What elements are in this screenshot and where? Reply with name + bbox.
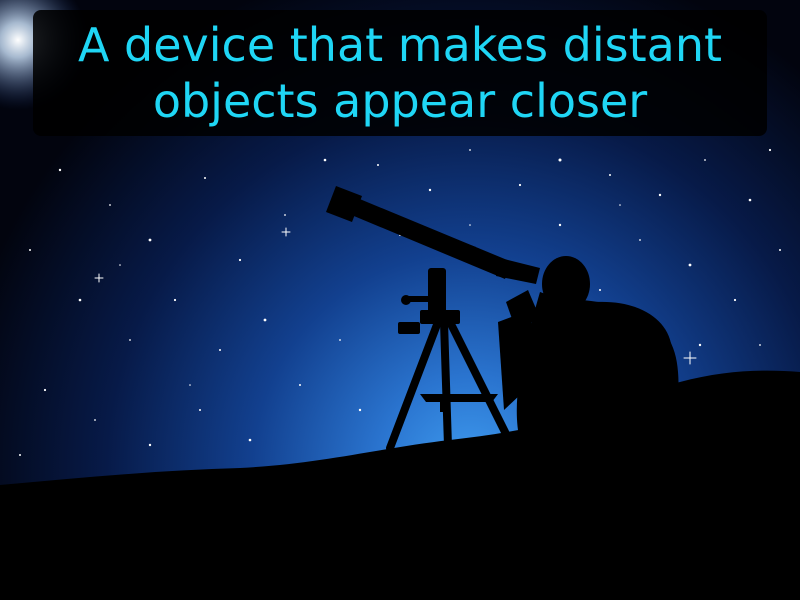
star-icon xyxy=(204,177,206,179)
star-icon xyxy=(639,239,641,241)
star-icon xyxy=(129,339,131,341)
star-icon xyxy=(358,408,362,412)
star-icon xyxy=(619,204,621,206)
tripod-icon xyxy=(386,318,510,452)
star-icon xyxy=(119,264,121,266)
star-icon xyxy=(704,159,706,161)
star-icon xyxy=(263,318,267,322)
star-icon xyxy=(733,298,737,302)
star-icon xyxy=(219,349,221,351)
star-icon xyxy=(748,198,752,202)
star-icon xyxy=(94,273,104,283)
star-icon xyxy=(609,174,611,176)
star-icon xyxy=(109,204,111,206)
star-icon xyxy=(281,227,291,237)
star-icon xyxy=(558,223,562,227)
star-icon xyxy=(299,384,301,386)
star-icon xyxy=(469,224,471,226)
star-icon xyxy=(148,238,152,242)
star-icon xyxy=(759,344,761,346)
star-icon xyxy=(189,384,191,386)
star-icon xyxy=(29,249,31,251)
star-icon xyxy=(779,249,781,251)
star-icon xyxy=(43,388,47,392)
star-icon xyxy=(469,149,471,151)
caption-line-1: A device that makes distant xyxy=(77,18,723,72)
star-icon xyxy=(148,443,152,447)
star-icon xyxy=(688,263,692,267)
star-icon xyxy=(339,339,341,341)
star-icon xyxy=(768,148,772,152)
sparkle-stars xyxy=(94,227,697,365)
star-icon xyxy=(78,298,82,302)
tripod-tray xyxy=(420,394,498,412)
star-icon xyxy=(19,454,21,456)
star-icon xyxy=(58,168,62,172)
star-icon xyxy=(248,438,252,442)
caption-box: A device that makes distant objects appe… xyxy=(33,10,767,136)
stars xyxy=(19,148,781,456)
star-icon xyxy=(683,351,697,365)
star-icon xyxy=(599,289,601,291)
star-icon xyxy=(284,214,286,216)
star-icon xyxy=(518,183,522,187)
telescope-icon xyxy=(326,186,540,334)
person-silhouette-icon xyxy=(498,256,679,440)
star-icon xyxy=(428,188,432,192)
star-icon xyxy=(658,193,662,197)
caption-line-2: objects appear closer xyxy=(152,74,648,128)
star-icon xyxy=(323,158,327,162)
star-icon xyxy=(199,409,201,411)
star-icon xyxy=(698,343,702,347)
star-icon xyxy=(238,258,242,262)
star-icon xyxy=(173,298,177,302)
star-icon xyxy=(558,158,562,162)
star-icon xyxy=(377,164,379,166)
star-icon xyxy=(94,419,96,421)
